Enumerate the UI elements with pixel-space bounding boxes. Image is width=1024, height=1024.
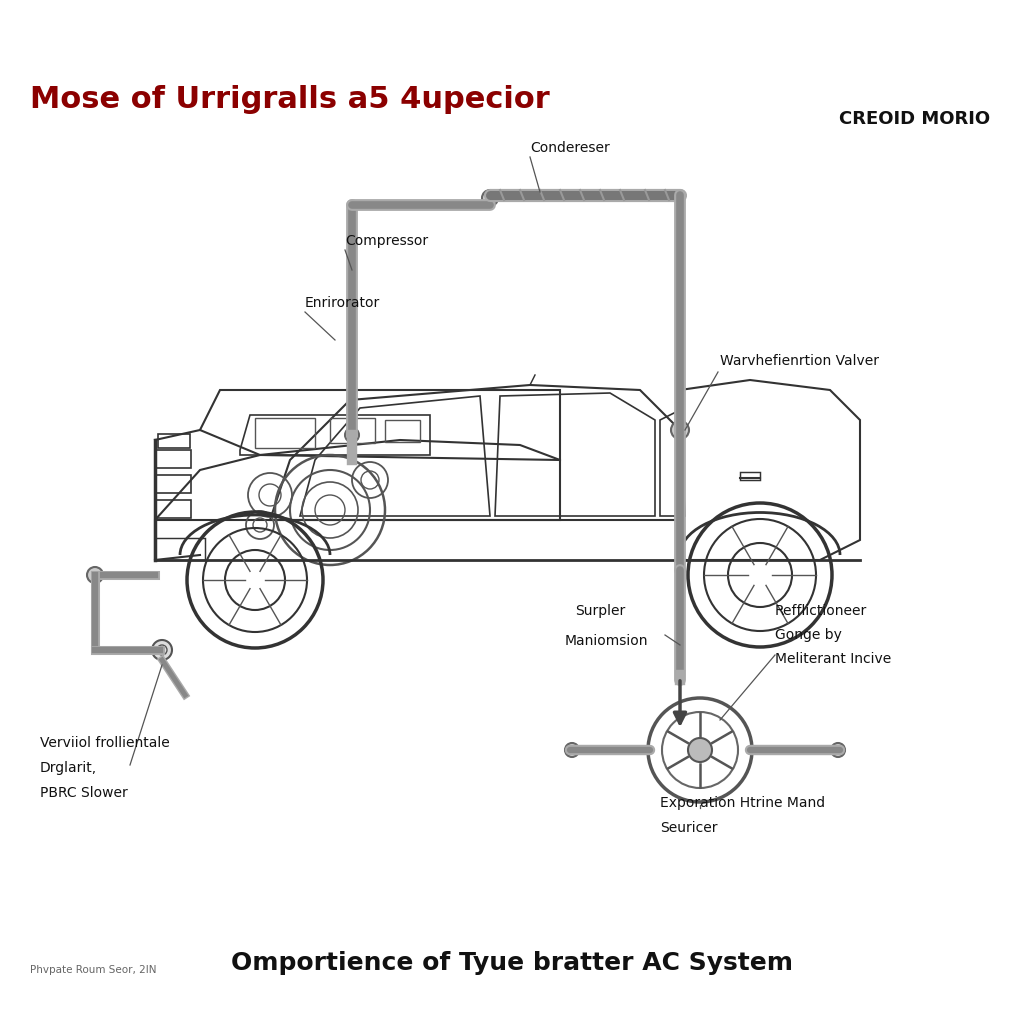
Text: Compressor: Compressor — [345, 234, 428, 248]
Text: Condereser: Condereser — [530, 141, 609, 155]
Text: Warvhefienrtion Valver: Warvhefienrtion Valver — [720, 354, 879, 368]
Bar — [255, 418, 315, 449]
Circle shape — [565, 743, 579, 757]
Bar — [156, 500, 191, 518]
Text: Enrirorator: Enrirorator — [305, 296, 380, 310]
Text: Meliterant Incive: Meliterant Incive — [775, 652, 891, 666]
Bar — [330, 418, 375, 443]
Text: PBRC Slower: PBRC Slower — [40, 786, 128, 800]
Bar — [740, 472, 760, 480]
Bar — [385, 420, 420, 442]
Text: Gonge by: Gonge by — [775, 628, 842, 642]
Text: Surpler: Surpler — [575, 604, 626, 618]
Circle shape — [831, 743, 845, 757]
Text: Drglarit,: Drglarit, — [40, 761, 97, 775]
Circle shape — [671, 421, 689, 439]
Bar — [155, 538, 205, 560]
Text: Verviiol frollientale: Verviiol frollientale — [40, 736, 170, 750]
Text: Seuricer: Seuricer — [660, 821, 718, 835]
Bar — [158, 434, 190, 449]
Circle shape — [688, 738, 712, 762]
Circle shape — [345, 428, 359, 442]
Text: Mose of Urrigralls a5 4upecior: Mose of Urrigralls a5 4upecior — [30, 85, 550, 114]
Text: Exporation Htrine Mand: Exporation Htrine Mand — [660, 796, 825, 810]
Text: CREOID MORIO: CREOID MORIO — [839, 110, 990, 128]
Text: Maniomsion: Maniomsion — [565, 634, 648, 648]
Text: Omportience of Tyue bratter AC System: Omportience of Tyue bratter AC System — [231, 951, 793, 975]
Text: Refflictioneer: Refflictioneer — [775, 604, 867, 618]
Text: Phvpate Roum Seor, 2IN: Phvpate Roum Seor, 2IN — [30, 965, 157, 975]
Circle shape — [87, 567, 103, 583]
Circle shape — [152, 640, 172, 660]
Bar — [156, 450, 191, 468]
Circle shape — [482, 190, 498, 206]
Bar — [156, 475, 191, 493]
